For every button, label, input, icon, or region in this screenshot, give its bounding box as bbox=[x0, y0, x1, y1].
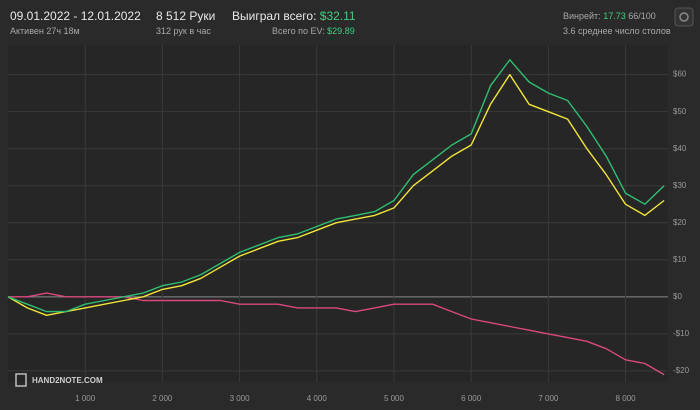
y-tick-label: $20 bbox=[673, 218, 687, 227]
winrate-label: Винрейт: bbox=[563, 11, 601, 21]
winrate-value: 17.73 bbox=[603, 11, 626, 21]
y-tick-label: $0 bbox=[673, 292, 682, 301]
settings-box[interactable] bbox=[674, 7, 694, 27]
won-total: Выиграл всего: $32.11 bbox=[232, 9, 356, 23]
x-tick-label: 3 000 bbox=[230, 394, 251, 403]
logo-icon bbox=[15, 373, 27, 387]
date-range: 09.01.2022 - 12.01.2022 bbox=[10, 9, 141, 23]
settings-button[interactable] bbox=[674, 7, 694, 27]
x-tick-label: 6 000 bbox=[461, 394, 482, 403]
y-tick-label: $60 bbox=[673, 70, 687, 79]
active-time: Активен 27ч 18м bbox=[10, 26, 80, 36]
series-line bbox=[7, 59, 665, 313]
y-tick-label: $30 bbox=[673, 181, 687, 190]
x-tick-label: 7 000 bbox=[538, 394, 559, 403]
settings-icon[interactable] bbox=[679, 12, 689, 22]
x-tick-label: 4 000 bbox=[307, 394, 328, 403]
y-tick-label: $40 bbox=[673, 144, 687, 153]
won-value: $32.11 bbox=[319, 9, 356, 23]
x-tick-label: 1 000 bbox=[75, 394, 96, 403]
series-line bbox=[7, 73, 665, 316]
y-tick-label: -$20 bbox=[673, 366, 690, 375]
ev-value: $29.89 bbox=[327, 26, 355, 36]
winrate-sample: 66/100 bbox=[628, 11, 656, 21]
hands-per-hour: 312 рук в час bbox=[156, 26, 211, 36]
won-label: Выиграл всего: bbox=[232, 9, 317, 23]
hands: 8 512 Руки bbox=[156, 9, 216, 23]
y-tick-label: $50 bbox=[673, 107, 687, 116]
tables: 3.6 среднее число столов bbox=[563, 26, 671, 36]
logo: HAND2NOTE.COM bbox=[15, 373, 103, 387]
series-line bbox=[8, 292, 665, 376]
ev-total: Всего по EV: $29.89 bbox=[272, 26, 355, 36]
y-tick-label: -$10 bbox=[673, 329, 690, 338]
x-tick-label: 8 000 bbox=[616, 394, 637, 403]
ev-label: Всего по EV: bbox=[272, 26, 325, 36]
x-tick-label: 2 000 bbox=[152, 394, 173, 403]
plot-area bbox=[8, 45, 668, 382]
winrate: Винрейт: 17.73 66/100 bbox=[563, 11, 656, 21]
logo-text: HAND2NOTE.COM bbox=[32, 376, 103, 385]
y-tick-label: $10 bbox=[673, 255, 687, 264]
x-tick-label: 5 000 bbox=[384, 394, 405, 403]
